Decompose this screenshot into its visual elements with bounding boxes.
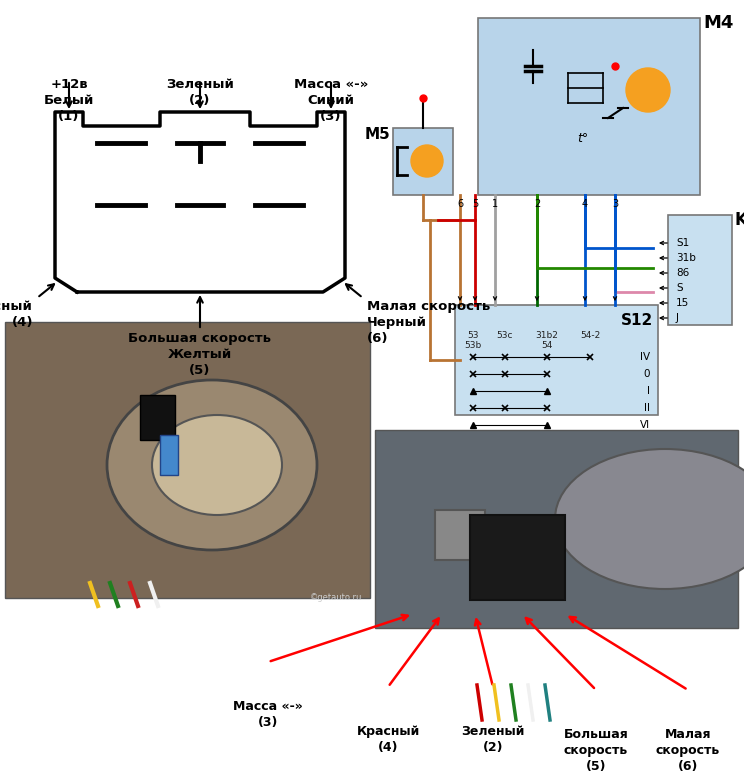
Text: S: S [676, 283, 683, 293]
Text: 86: 86 [676, 268, 689, 278]
Text: IV: IV [640, 352, 650, 362]
Ellipse shape [107, 380, 317, 550]
Text: M5: M5 [365, 127, 390, 142]
Text: 1: 1 [492, 199, 498, 209]
Text: VI: VI [640, 420, 650, 430]
Text: 31b: 31b [676, 253, 696, 263]
FancyBboxPatch shape [435, 510, 485, 560]
Text: ©getauto.ru: ©getauto.ru [310, 593, 362, 602]
Text: 54-2: 54-2 [580, 331, 600, 340]
FancyBboxPatch shape [668, 215, 732, 325]
Text: II: II [644, 403, 650, 413]
Text: 4: 4 [582, 199, 588, 209]
Ellipse shape [152, 415, 282, 515]
Text: 53c: 53c [497, 331, 513, 340]
FancyBboxPatch shape [455, 305, 658, 415]
FancyBboxPatch shape [470, 515, 565, 600]
Ellipse shape [555, 449, 744, 589]
Text: J: J [676, 313, 679, 323]
Text: Масса «-»
(3): Масса «-» (3) [233, 700, 303, 729]
FancyBboxPatch shape [375, 430, 738, 628]
Text: Красный
(4): Красный (4) [356, 725, 420, 754]
FancyBboxPatch shape [160, 435, 178, 475]
FancyBboxPatch shape [5, 322, 370, 598]
Circle shape [626, 68, 670, 112]
Text: +12в
Белый
(1): +12в Белый (1) [44, 78, 94, 123]
Text: Малая
скорость
(6): Малая скорость (6) [656, 728, 720, 772]
Text: S1: S1 [676, 238, 689, 248]
Text: I: I [647, 386, 650, 396]
Text: Масса «-»
Синий
(3): Масса «-» Синий (3) [294, 78, 368, 123]
Text: 15: 15 [676, 298, 689, 308]
Text: 3: 3 [612, 199, 618, 209]
Text: Зеленый
(2): Зеленый (2) [461, 725, 525, 754]
Text: 2: 2 [534, 199, 540, 209]
Text: S12: S12 [620, 313, 653, 328]
Text: Большая
скорость
(5): Большая скорость (5) [564, 728, 629, 772]
Text: 0: 0 [644, 369, 650, 379]
FancyBboxPatch shape [393, 128, 453, 195]
FancyBboxPatch shape [478, 18, 700, 195]
Text: 53
53b: 53 53b [464, 331, 481, 350]
Text: Зеленый
(2): Зеленый (2) [166, 78, 234, 107]
FancyBboxPatch shape [140, 395, 175, 440]
Text: K3: K3 [735, 211, 744, 229]
Text: Большая скорость
Желтый
(5): Большая скорость Желтый (5) [129, 332, 272, 377]
Text: 6: 6 [457, 199, 463, 209]
Text: M4: M4 [703, 14, 734, 32]
Text: Красный
(4): Красный (4) [0, 300, 33, 329]
Text: Малая скорость
Черный
(6): Малая скорость Черный (6) [367, 300, 490, 345]
Text: 31b2
54: 31b2 54 [536, 331, 559, 350]
Text: t°: t° [577, 131, 589, 144]
Circle shape [411, 145, 443, 177]
Text: 5: 5 [472, 199, 478, 209]
